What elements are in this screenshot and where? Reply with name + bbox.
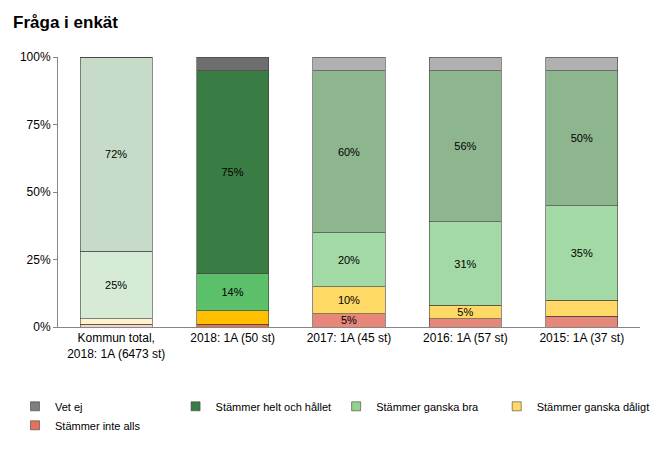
svg-text:Fråga i enkät: Fråga i enkät <box>13 13 118 32</box>
svg-text:35%: 35% <box>571 247 593 259</box>
svg-text:25%: 25% <box>27 253 51 267</box>
svg-text:2016: 1A (57 st): 2016: 1A (57 st) <box>423 331 508 345</box>
svg-text:100%: 100% <box>20 50 51 64</box>
svg-text:Stämmer ganska dåligt: Stämmer ganska dåligt <box>537 401 650 413</box>
svg-text:2015: 1A (37 st): 2015: 1A (37 st) <box>539 331 624 345</box>
svg-text:50%: 50% <box>571 132 593 144</box>
svg-text:5%: 5% <box>341 314 357 326</box>
svg-text:60%: 60% <box>338 146 360 158</box>
svg-text:75%: 75% <box>221 166 243 178</box>
svg-text:2018: 1A (50 st): 2018: 1A (50 st) <box>190 331 275 345</box>
svg-text:Kommun total,2018: 1A (6473 st: Kommun total,2018: 1A (6473 st) <box>67 331 165 361</box>
svg-text:2017: 1A (45 st): 2017: 1A (45 st) <box>307 331 392 345</box>
svg-text:10%: 10% <box>338 294 360 306</box>
svg-text:72%: 72% <box>105 148 127 160</box>
svg-text:Stämmer ganska bra: Stämmer ganska bra <box>376 401 479 413</box>
svg-text:0%: 0% <box>33 320 51 334</box>
svg-text:50%: 50% <box>27 185 51 199</box>
svg-text:Stämmer helt och hållet: Stämmer helt och hållet <box>216 401 332 413</box>
svg-text:Stämmer inte alls: Stämmer inte alls <box>55 420 140 432</box>
svg-text:5%: 5% <box>457 306 473 318</box>
svg-text:20%: 20% <box>338 254 360 266</box>
svg-text:Vet ej: Vet ej <box>55 401 83 413</box>
svg-text:75%: 75% <box>27 118 51 132</box>
svg-text:56%: 56% <box>454 140 476 152</box>
svg-text:31%: 31% <box>454 258 476 270</box>
svg-text:14%: 14% <box>221 286 243 298</box>
svg-text:25%: 25% <box>105 279 127 291</box>
